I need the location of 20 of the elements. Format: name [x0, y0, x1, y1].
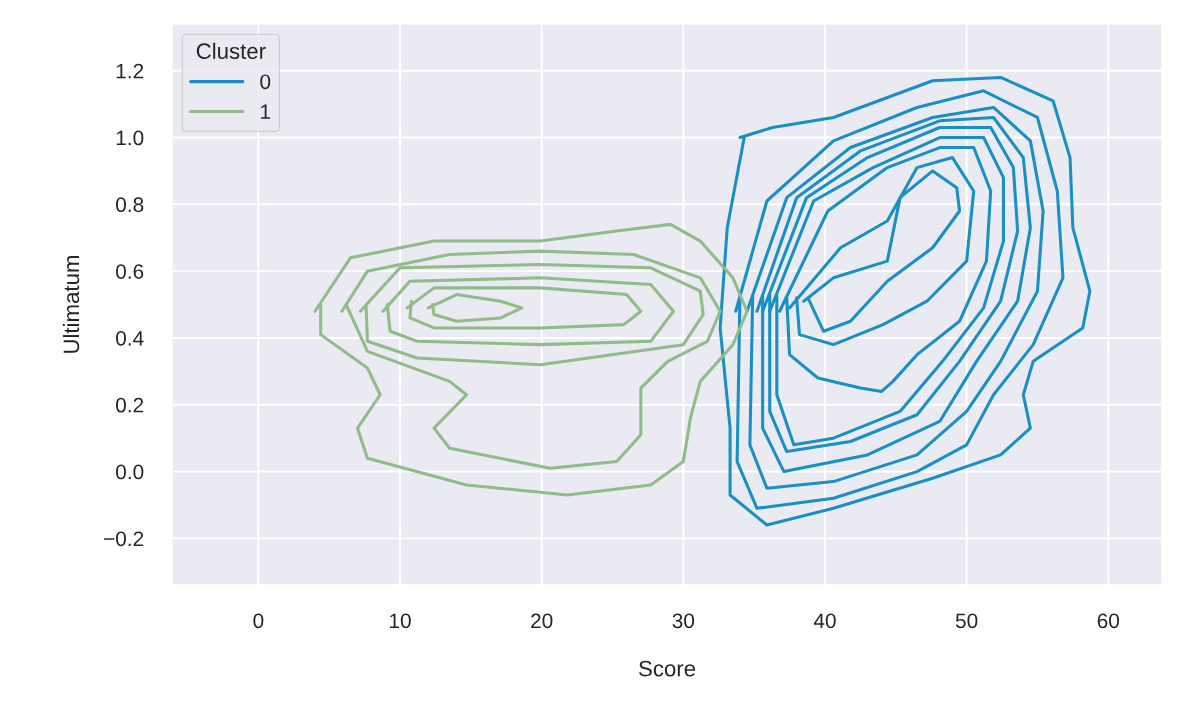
y-axis-title: Ultimatum [62, 256, 80, 353]
y-tick-label: −0.2 [104, 531, 144, 547]
x-tick-label: 50 [955, 613, 978, 629]
y-tick-label: 0.2 [116, 397, 144, 413]
x-tick-label: 0 [253, 613, 264, 629]
x-tick-label: 30 [672, 613, 695, 629]
legend-label: 1 [261, 104, 271, 119]
y-tick-label: 0.0 [116, 464, 144, 480]
x-axis-title: Score [639, 660, 696, 677]
legend-label: 0 [260, 74, 271, 90]
legend-title: Cluster [196, 42, 266, 60]
x-tick-label: 40 [813, 613, 836, 629]
x-tick-label: 20 [531, 613, 553, 629]
y-tick-label: 1.0 [116, 130, 144, 146]
x-tick-label: 10 [390, 613, 411, 629]
y-tick-label: 1.2 [116, 63, 144, 79]
y-tick-label: 0.4 [116, 330, 144, 346]
x-tick-label: 60 [1097, 613, 1120, 629]
y-tick-label: 0.6 [116, 264, 144, 279]
y-tick-label: 0.8 [116, 197, 144, 213]
